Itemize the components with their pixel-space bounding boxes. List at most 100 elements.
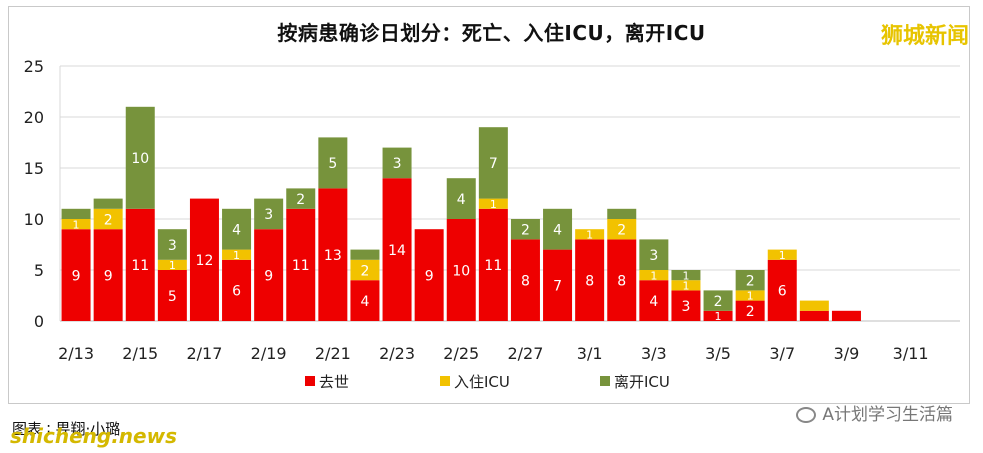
bar-segment — [189, 198, 219, 321]
data-label: 2 — [714, 294, 723, 310]
bar-segment — [671, 290, 701, 321]
bar-segment — [831, 310, 861, 321]
data-label: 7 — [489, 156, 498, 172]
data-label: 7 — [553, 279, 562, 295]
wechat-account: A计划学习生活篇 — [796, 400, 953, 425]
data-label: 3 — [264, 207, 273, 223]
x-tick-label: 2/15 — [122, 344, 158, 363]
data-label: 5 — [168, 289, 177, 305]
bar-segment — [575, 239, 605, 321]
x-tick-label: 3/1 — [577, 344, 603, 363]
bar-segment — [93, 198, 123, 209]
data-label: 9 — [72, 268, 81, 284]
bar-segment — [671, 280, 701, 291]
data-label: 5 — [328, 156, 337, 172]
wechat-icon — [796, 407, 817, 423]
bar-segment — [671, 270, 701, 281]
bar-segment — [575, 229, 605, 240]
data-label: 9 — [264, 268, 273, 284]
bar-segment — [350, 280, 380, 321]
bar-segment — [93, 208, 123, 230]
x-tick-label: 3/11 — [893, 344, 929, 363]
bar-segment — [93, 229, 123, 321]
bar-segment — [607, 239, 637, 321]
data-label: 2 — [746, 304, 755, 320]
data-label: 1 — [747, 290, 754, 303]
bar-segment — [446, 219, 476, 321]
data-label: 1 — [233, 249, 240, 262]
data-label: 1 — [682, 269, 689, 282]
bar-segment — [222, 259, 252, 321]
bar-segment — [478, 127, 508, 199]
data-label: 3 — [681, 299, 690, 315]
data-label: 1 — [650, 269, 657, 282]
bar-segment — [799, 310, 829, 321]
data-label: 2 — [104, 212, 113, 228]
data-label: 4 — [232, 223, 241, 239]
data-label: 10 — [452, 263, 470, 279]
data-label: 1 — [586, 228, 593, 241]
bar-segment — [61, 208, 91, 219]
bar-segment — [157, 270, 187, 321]
data-label: 12 — [196, 253, 214, 269]
x-tick-label: 2/19 — [251, 344, 287, 363]
chart-title: 按病患确诊日划分：死亡、入住ICU，离开ICU — [277, 21, 706, 45]
bar-segment — [607, 219, 637, 240]
bar-segment — [222, 208, 252, 250]
brand-watermark: 狮城新闻 — [880, 24, 969, 49]
x-tick-label: 3/7 — [769, 344, 795, 363]
data-label: 2 — [746, 274, 755, 290]
legend-label: 离开ICU — [614, 373, 670, 391]
data-label: 2 — [521, 223, 530, 239]
y-tick-label: 25 — [24, 57, 44, 76]
bar-segment — [607, 208, 637, 219]
bar-segment — [382, 147, 412, 179]
data-label: 4 — [457, 192, 466, 208]
data-label: 1 — [715, 310, 722, 323]
y-tick-label: 15 — [24, 159, 44, 178]
bar-segment — [543, 208, 573, 250]
data-label: 11 — [131, 258, 149, 274]
bar-segment — [61, 229, 91, 321]
bar-segment — [125, 106, 155, 209]
bar-segment — [543, 249, 573, 321]
data-label: 1 — [169, 259, 176, 272]
legend-swatch — [600, 376, 610, 386]
bar-segment — [767, 249, 797, 260]
bar-segment — [767, 259, 797, 321]
data-label: 9 — [425, 268, 434, 284]
bar-segment — [157, 229, 187, 260]
legend-label: 入住ICU — [454, 373, 510, 391]
bar-segment — [254, 198, 284, 230]
data-label: 2 — [617, 223, 626, 239]
data-label: 1 — [682, 279, 689, 292]
data-label: 4 — [553, 223, 562, 239]
data-label: 11 — [484, 258, 502, 274]
data-label: 2 — [360, 263, 369, 279]
x-tick-label: 2/13 — [58, 344, 94, 363]
credit-text: 图表 ∶ 畀翔·小璐 — [12, 420, 121, 438]
data-label: 11 — [292, 258, 310, 274]
bar-segment — [318, 137, 348, 189]
data-label: 1 — [490, 198, 497, 211]
bar-segment — [318, 188, 348, 321]
x-tick-label: 2/17 — [186, 344, 222, 363]
bar-segment — [286, 188, 316, 209]
bar-segment — [414, 229, 444, 321]
x-tick-label: 3/9 — [834, 344, 860, 363]
data-label: 14 — [388, 243, 406, 259]
bar-segment — [350, 259, 380, 281]
account-name: A计划学习生活篇 — [822, 405, 953, 425]
y-tick-label: 20 — [24, 108, 44, 127]
legend-label: 去世 — [319, 373, 349, 391]
bar-segment — [350, 249, 380, 260]
bar-segment — [478, 198, 508, 209]
bar-segment — [61, 219, 91, 230]
bar-segment — [639, 270, 669, 281]
data-label: 8 — [521, 274, 530, 290]
data-label: 6 — [778, 284, 787, 300]
x-tick-label: 2/25 — [443, 344, 479, 363]
data-label: 2 — [296, 192, 305, 208]
